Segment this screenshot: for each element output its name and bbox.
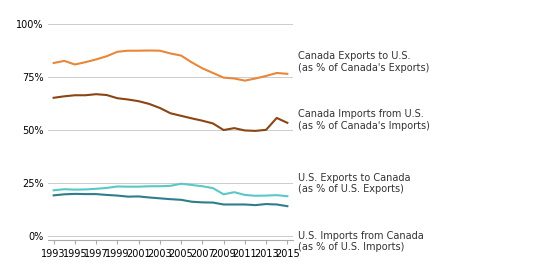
Text: Canada Exports to U.S.
(as % of Canada's Exports): Canada Exports to U.S. (as % of Canada's… <box>298 51 430 73</box>
Text: U.S. Exports to Canada
(as % of U.S. Exports): U.S. Exports to Canada (as % of U.S. Exp… <box>298 173 410 194</box>
Text: U.S. Imports from Canada
(as % of U.S. Imports): U.S. Imports from Canada (as % of U.S. I… <box>298 231 424 252</box>
Text: Canada Imports from U.S.
(as % of Canada's Imports): Canada Imports from U.S. (as % of Canada… <box>298 109 430 131</box>
